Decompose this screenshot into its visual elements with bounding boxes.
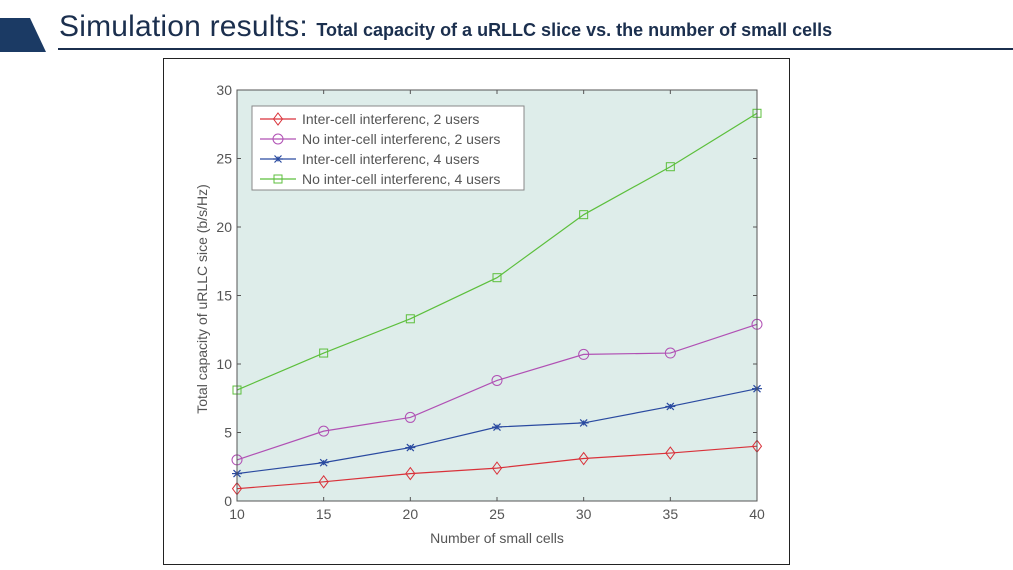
data-point-s1-20 (405, 466, 416, 481)
y-tick-label: 20 (216, 219, 232, 235)
data-point-s2-25 (491, 374, 503, 386)
series-line-2 (236, 323, 758, 461)
data-point-s3-15 (318, 458, 329, 467)
data-point-s1-25 (491, 461, 503, 475)
data-point-s4-35 (665, 162, 675, 172)
data-point-s2-30 (578, 348, 590, 360)
y-tick-label: 5 (224, 425, 232, 441)
plot-frame (236, 89, 758, 502)
data-point-s4-20 (405, 314, 415, 324)
header-rule (58, 48, 1013, 50)
slide-title-main: Simulation results: (59, 10, 308, 43)
series-line-1 (236, 445, 758, 490)
data-point-s2-15 (318, 425, 330, 437)
chart-figure: 0 5 10 15 20 25 30 10 15 20 25 30 35 40 Number of sm… (163, 58, 790, 565)
y-tick-label: 25 (216, 151, 232, 167)
y-tick-label: 10 (216, 356, 232, 372)
legend: Inter-cell interferenc, 2 users No inter-… (251, 105, 525, 191)
y-tick-label: 0 (224, 493, 232, 509)
series-line-4 (236, 112, 758, 391)
x-tick-label: 25 (489, 506, 505, 522)
legend-label: Inter-cell interferenc, 4 users (302, 151, 479, 167)
data-point-s1-30 (578, 451, 589, 466)
data-point-s3-25 (492, 423, 502, 431)
x-tick-label: 10 (229, 506, 245, 522)
slide-header: Simulation results: Total capacity of a … (0, 0, 1013, 56)
data-point-s3-35 (665, 402, 676, 411)
x-axis-label: Number of small cells (430, 530, 564, 546)
legend-box (251, 105, 525, 191)
data-point-s3-30 (578, 418, 589, 427)
legend-label: No inter-cell interferenc, 2 users (302, 131, 500, 147)
data-point-s4-15 (319, 348, 329, 358)
x-tick-label: 30 (576, 506, 592, 522)
data-point-s4-30 (579, 210, 589, 220)
legend-marker (272, 133, 284, 145)
data-point-s2-35 (664, 347, 676, 359)
x-tick-label: 20 (403, 506, 419, 522)
slide-title-sub: Total capacity of a uRLLC slice vs. the … (316, 20, 833, 40)
legend-item: No inter-cell interferenc, 4 users (260, 171, 500, 187)
slide-title: Simulation results: Total capacity of a … (59, 10, 832, 44)
data-point-s3-20 (405, 443, 416, 452)
legend-marker (272, 112, 284, 126)
x-axis: 10 15 20 25 30 35 40 (229, 90, 765, 522)
y-tick-label: 15 (216, 288, 232, 304)
x-tick-label: 35 (663, 506, 679, 522)
y-tick-label: 30 (216, 82, 232, 98)
legend-item: Inter-cell interferenc, 2 users (260, 111, 479, 127)
data-point-s1-15 (318, 474, 329, 489)
legend-marker (273, 174, 283, 184)
legend-item: No inter-cell interferenc, 2 users (260, 131, 500, 147)
line-chart: 0 5 10 15 20 25 30 10 15 20 25 30 35 40 Number of sm… (194, 82, 765, 546)
data-point-s2-20 (404, 411, 416, 423)
legend-item: Inter-cell interferenc, 4 users (260, 151, 479, 167)
data-point-s1-35 (665, 446, 676, 460)
data-point-s4-25 (492, 273, 502, 283)
legend-marker (273, 155, 283, 163)
x-tick-label: 40 (749, 506, 765, 522)
header-tab-shape (0, 18, 46, 52)
legend-label: Inter-cell interferenc, 2 users (302, 111, 479, 127)
legend-label: No inter-cell interferenc, 4 users (302, 171, 500, 187)
x-tick-label: 15 (316, 506, 332, 522)
y-axis-label: Total capacity of uRLLC sice (b/s/Hz) (194, 184, 210, 414)
